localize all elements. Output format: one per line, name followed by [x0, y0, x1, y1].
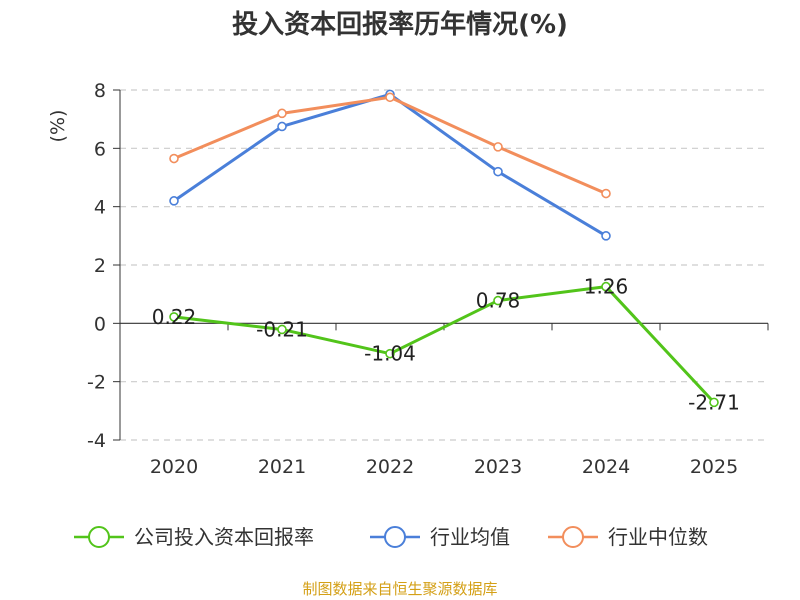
data-point: [169, 312, 179, 322]
y-tick-label: 8: [94, 80, 106, 102]
data-label: 0.22: [152, 305, 197, 329]
x-tick-label: 2023: [474, 456, 522, 478]
y-tick-label: 4: [94, 197, 106, 219]
data-point: [709, 397, 719, 408]
data-point: [493, 295, 503, 306]
x-tick-label: 2022: [366, 456, 414, 478]
data-point: [601, 231, 611, 241]
data-label: 1.26: [584, 275, 629, 299]
chart-title: 投入资本回报率历年情况(%): [232, 10, 568, 40]
x-tick-label: 2024: [582, 456, 630, 478]
legend-marker: [384, 526, 406, 548]
y-tick-label: -4: [87, 430, 106, 452]
data-point: [169, 153, 179, 164]
data-point: [277, 121, 287, 132]
y-tick-label: 6: [94, 138, 106, 160]
grid-layer: [120, 89, 768, 441]
label-layer: 0.22 -0.21 -1.04 0.78 1.26 -2.71: [152, 275, 740, 415]
y-axis-label: (%): [47, 110, 69, 143]
y-tick-label: 2: [94, 255, 106, 277]
data-label: -1.04: [364, 342, 416, 366]
axis-layer: -4 -2 0 2 4 6 8 2020 2021 2022 2023 2024 2025 (%): [47, 80, 769, 478]
data-point: [277, 108, 287, 119]
series-layer: [169, 89, 719, 408]
data-label: -0.21: [256, 317, 308, 341]
source-note: 制图数据来自恒生聚源数据库: [302, 580, 498, 598]
data-point: [385, 348, 395, 359]
data-label: 0.78: [476, 289, 521, 313]
data-label: -2.71: [688, 390, 740, 414]
data-point: [385, 92, 395, 103]
y-tick-label: 0: [94, 313, 106, 335]
data-point: [169, 196, 179, 206]
legend-marker: [562, 526, 584, 548]
data-point: [277, 324, 287, 335]
y-tick-label: -2: [87, 372, 106, 394]
legend-layer: 公司投入资本回报率 行业均值 行业中位数: [74, 525, 708, 549]
data-point: [601, 281, 611, 292]
legend-label: 行业均值: [430, 525, 510, 549]
x-tick-label: 2025: [690, 456, 738, 478]
series-line: [173, 95, 607, 195]
data-point: [493, 142, 503, 152]
legend-label: 行业中位数: [608, 525, 708, 549]
data-point: [601, 188, 611, 199]
x-tick-label: 2021: [258, 456, 306, 478]
x-tick-label: 2020: [150, 456, 198, 478]
legend-label: 公司投入资本回报率: [134, 525, 314, 549]
series-line: [173, 285, 716, 404]
data-point: [493, 166, 503, 177]
legend-marker: [88, 526, 110, 548]
